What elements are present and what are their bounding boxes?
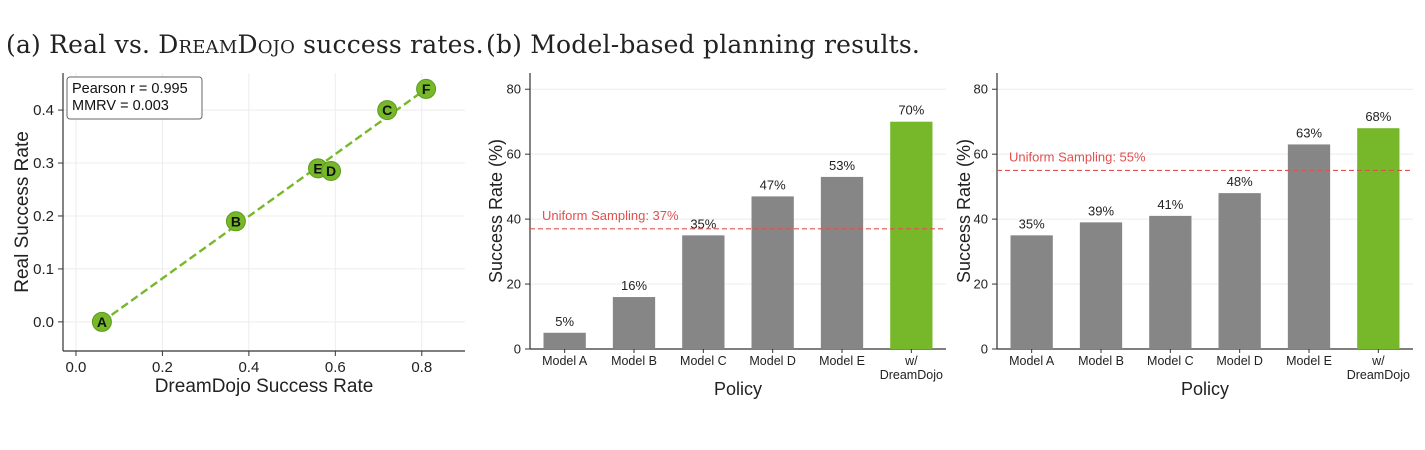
caption-a-prefix: (a) Real vs.	[6, 30, 159, 59]
y-tick-label: 0.2	[33, 208, 54, 225]
y-tick-label: 60	[974, 147, 988, 162]
x-tick-label: 0.8	[411, 359, 432, 376]
y-tick-label: 40	[507, 212, 521, 227]
y-tick-label: 0.1	[33, 261, 54, 278]
bar-value-label: 41%	[1157, 197, 1183, 212]
x-tick-label: Model B	[1078, 354, 1124, 368]
data-point-label: F	[422, 81, 431, 97]
data-point-c: C	[377, 100, 398, 121]
bar-2	[1079, 222, 1123, 349]
y-axis-label: Success Rate (%)	[486, 139, 506, 283]
y-tick-label: 0	[981, 342, 988, 357]
bar-1	[1010, 235, 1053, 349]
y-axis-label: Real Success Rate	[12, 131, 33, 293]
bar-1	[543, 332, 586, 349]
bar-value-label: 16%	[621, 278, 647, 293]
y-tick-label: 80	[974, 82, 988, 97]
bar-chart-2: 0 20 40 60 80 35% Model A 39% Model B 41% Model C 4…	[954, 73, 1413, 399]
data-point-a: A	[91, 311, 112, 332]
x-tick-label: w/	[904, 354, 918, 368]
y-axis-label: Success Rate (%)	[954, 139, 974, 283]
bar-6	[890, 121, 933, 350]
bar-value-label: 68%	[1365, 109, 1391, 124]
data-point-label: A	[97, 314, 107, 330]
y-tick-label: 20	[974, 277, 988, 292]
y-tick-label: 40	[974, 212, 988, 227]
y-tick-label: 0.4	[33, 102, 54, 119]
x-tick-label: Model A	[542, 354, 588, 368]
bar-value-label: 5%	[555, 314, 574, 329]
x-axis-label: Policy	[1181, 379, 1229, 399]
bar-chart-1: 0 20 40 60 80 5% Model A 16% Model B 35% Model C 47…	[486, 73, 946, 399]
y-tick-label: 60	[507, 147, 521, 162]
bar-value-label: 35%	[690, 216, 716, 231]
y-tick-label: 0.0	[33, 314, 54, 331]
bar-value-label: 63%	[1296, 125, 1322, 140]
x-tick-label: Model D	[1216, 354, 1263, 368]
x-axis-label: DreamDojo Success Rate	[155, 376, 374, 397]
bar-value-label: 53%	[829, 158, 855, 173]
y-tick-label: 80	[507, 82, 521, 97]
bar-4	[751, 196, 794, 349]
bar-value-label: 70%	[898, 103, 924, 118]
data-point-marker	[416, 78, 437, 99]
bar-value-label: 47%	[760, 177, 786, 192]
x-axis-label: Policy	[714, 379, 762, 399]
fit-line	[101, 87, 427, 323]
x-tick-label: 0.4	[238, 359, 259, 376]
x-tick-label: Model C	[680, 354, 727, 368]
bar-4	[1218, 193, 1261, 349]
y-tick-label: 0	[514, 342, 521, 357]
data-point-label: B	[231, 213, 241, 229]
reference-line-label: Uniform Sampling: 37%	[542, 208, 679, 223]
x-tick-label: 0.0	[66, 359, 87, 376]
data-point-label: D	[326, 163, 336, 179]
data-point-marker	[225, 211, 246, 232]
data-point-marker	[377, 100, 398, 121]
data-point-label: C	[382, 102, 392, 118]
x-tick-label: Model C	[1147, 354, 1194, 368]
x-tick-label: Model E	[1286, 354, 1332, 368]
scatter-chart: 0.0 0.2 0.4 0.6 0.80.00.10.20.30.4DreamDojo …	[12, 73, 465, 397]
bar-5	[820, 176, 864, 349]
caption-b: (b) Model-based planning results.	[486, 30, 921, 59]
caption-a: (a) Real vs. DreamDojo success rates.	[6, 30, 484, 59]
x-tick-label: w/	[1371, 354, 1385, 368]
reference-line-label: Uniform Sampling: 55%	[1009, 149, 1146, 164]
data-point-label: E	[313, 160, 322, 176]
caption-a-suffix: success rates.	[295, 30, 484, 59]
data-point-marker	[321, 160, 341, 181]
y-tick-label: 20	[507, 277, 521, 292]
data-point-f: F	[416, 78, 437, 99]
x-tick-label: 0.6	[325, 359, 346, 376]
stats-box-frame	[66, 76, 203, 120]
x-tick-label: Model B	[611, 354, 657, 368]
bar-5	[1287, 144, 1331, 349]
data-point-d: D	[321, 160, 341, 181]
bar-3	[1149, 215, 1192, 349]
x-tick-label: DreamDojo	[1347, 368, 1410, 382]
bar-3	[682, 235, 725, 349]
stats-box-line: MMRV = 0.003	[72, 98, 169, 114]
bar-2	[612, 297, 656, 349]
x-tick-label: Model D	[749, 354, 796, 368]
x-tick-label: 0.2	[152, 359, 173, 376]
bar-value-label: 39%	[1088, 203, 1114, 218]
data-point-b: B	[225, 211, 246, 232]
stats-box-line: Pearson r = 0.995	[72, 81, 188, 97]
caption-a-name: DreamDojo	[158, 30, 296, 59]
y-tick-label: 0.3	[33, 155, 54, 172]
x-tick-label: Model E	[819, 354, 865, 368]
bar-value-label: 35%	[1019, 216, 1045, 231]
x-tick-label: DreamDojo	[880, 368, 943, 382]
bar-6	[1357, 128, 1400, 349]
data-point-marker	[91, 311, 112, 332]
bar-value-label: 48%	[1227, 174, 1253, 189]
x-tick-label: Model A	[1009, 354, 1055, 368]
